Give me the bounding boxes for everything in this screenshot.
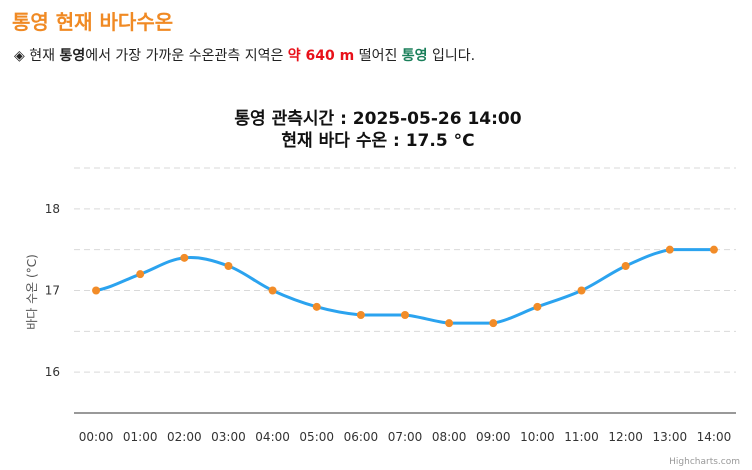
data-point[interactable] xyxy=(533,302,542,311)
data-point[interactable] xyxy=(180,253,189,262)
credit-link[interactable]: Highcharts.com xyxy=(669,457,740,467)
info-station: 통영 xyxy=(401,48,428,64)
diamond-icon: ◈ xyxy=(14,48,25,64)
info-line: ◈ 현재 통영에서 가장 가까운 수온관측 지역은 약 640 m 떨어진 통영… xyxy=(14,46,475,66)
x-tick-label: 13:00 xyxy=(653,430,688,444)
x-tick-label: 04:00 xyxy=(255,430,290,444)
data-point[interactable] xyxy=(268,286,277,295)
x-tick-label: 06:00 xyxy=(344,430,379,444)
x-tick-labels: 00:00 01:00 02:00 03:00 04:00 05:00 06:00 07:00… xyxy=(79,430,731,444)
data-point[interactable] xyxy=(312,302,321,311)
data-point[interactable] xyxy=(665,245,674,254)
data-point[interactable] xyxy=(136,270,145,279)
x-tick-label: 02:00 xyxy=(167,430,202,444)
x-tick-label: 10:00 xyxy=(520,430,555,444)
x-tick-label: 07:00 xyxy=(388,430,423,444)
page-title: 통영 현재 바다수온 xyxy=(12,10,174,34)
chart-subtitle: 현재 바다 수온 : 17.5 °C xyxy=(281,131,474,151)
x-tick-label: 09:00 xyxy=(476,430,511,444)
data-point[interactable] xyxy=(621,262,630,270)
data-point[interactable] xyxy=(224,262,233,270)
data-point[interactable] xyxy=(709,245,718,254)
y-axis-label: 바다 수온 (°C) xyxy=(25,254,39,330)
y-tick-labels: 16 17 18 xyxy=(45,202,60,379)
x-tick-label: 01:00 xyxy=(123,430,158,444)
data-point[interactable] xyxy=(489,319,498,328)
x-tick-label: 05:00 xyxy=(299,430,334,444)
x-tick-label: 08:00 xyxy=(432,430,467,444)
x-tick-label: 14:00 xyxy=(697,430,732,444)
data-point[interactable] xyxy=(445,319,454,328)
data-point[interactable] xyxy=(577,286,586,295)
data-point[interactable] xyxy=(92,286,101,295)
data-point[interactable] xyxy=(356,311,365,319)
info-prefix: 현재 xyxy=(29,48,55,64)
y-tick-label: 17 xyxy=(45,284,60,298)
data-point[interactable] xyxy=(401,311,409,319)
x-tick-label: 11:00 xyxy=(564,430,599,444)
x-tick-label: 03:00 xyxy=(211,430,246,444)
chart-title: 통영 관측시간 : 2025-05-26 14:00 xyxy=(234,109,521,129)
info-middle: 에서 가장 가까운 수온관측 지역은 xyxy=(85,48,284,64)
x-tick-label: 00:00 xyxy=(79,430,114,444)
data-points xyxy=(92,245,718,328)
y-tick-label: 16 xyxy=(45,365,60,379)
x-tick-label: 12:00 xyxy=(608,430,643,444)
y-tick-label: 18 xyxy=(45,202,60,216)
y-gridlines xyxy=(74,167,736,373)
info-suffix: 입니다. xyxy=(432,48,476,64)
info-location: 통영 xyxy=(59,48,86,64)
info-distance: 약 640 m xyxy=(287,48,355,64)
info-after-distance: 떨어진 xyxy=(358,48,398,64)
